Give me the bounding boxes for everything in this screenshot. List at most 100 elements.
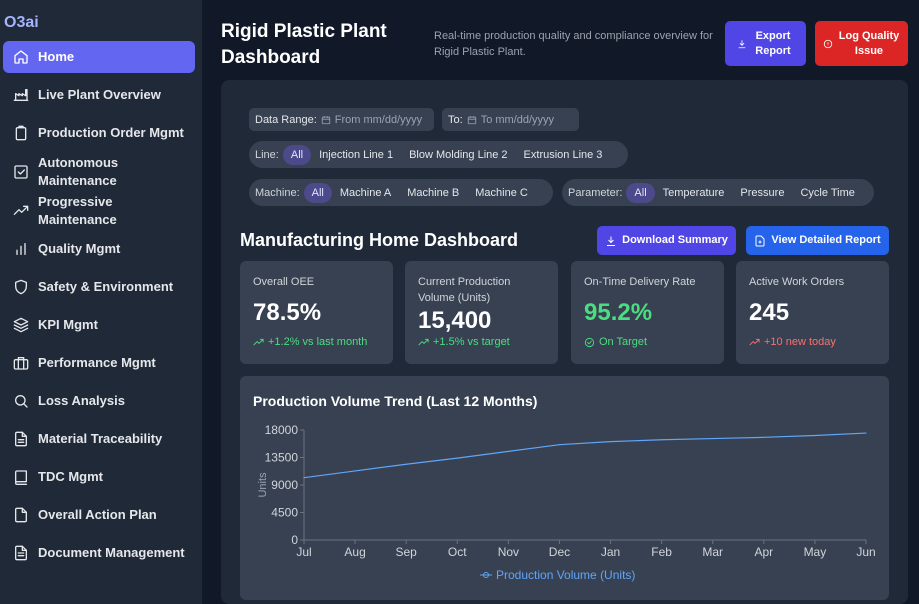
file-icon: [13, 507, 29, 523]
kpi-trend-text: +1.2% vs last month: [268, 336, 368, 348]
kpi-value: 15,400: [418, 307, 492, 334]
sidebar-item-label: TDC Mgmt: [38, 469, 103, 484]
production-volume-chart: 0 4500 9000 13500 18000 Jul Aug Sep Oct Nov Dec Jan…: [257, 423, 876, 582]
view-detailed-report-label: View Detailed Report: [771, 234, 881, 246]
download-icon: [607, 236, 616, 246]
kpi-card-on-time-delivery: On-Time Delivery Rate 95.2% On Target: [571, 261, 724, 364]
data-point: [405, 463, 407, 465]
trend-up-icon: [418, 338, 429, 345]
sidebar-item-production-order-mgmt[interactable]: Production Order Mgmt: [3, 114, 195, 152]
sidebar-item-label: KPI Mgmt: [38, 317, 98, 332]
view-detailed-report-button[interactable]: View Detailed Report: [746, 226, 889, 255]
date-to-field[interactable]: To: To mm/dd/yyyy: [442, 108, 579, 131]
line-option-extrusion-line-3[interactable]: Extrusion Line 3: [523, 148, 603, 161]
export-report-button[interactable]: Export Report: [725, 21, 806, 66]
data-point: [558, 444, 561, 446]
data-point: [354, 470, 356, 472]
dashboard-title: Manufacturing Home Dashboard: [240, 230, 519, 250]
kpi-trend: +1.5% vs target: [418, 336, 510, 348]
trend-up-icon: [749, 338, 760, 345]
machine-filter: Machine: All Machine A Machine B Machine…: [249, 179, 553, 206]
line-option-all[interactable]: All: [282, 144, 312, 165]
clipboard-icon: [13, 125, 29, 141]
data-point: [763, 436, 765, 438]
sidebar-nav: Home Live Plant Overview Production Orde…: [3, 41, 195, 572]
parameter-option-all[interactable]: All: [626, 182, 655, 203]
file-plus-icon: [755, 235, 765, 246]
sidebar-item-label: Home: [38, 49, 75, 64]
machine-option-a[interactable]: Machine A: [339, 186, 392, 199]
chart-title: Production Volume Trend (Last 12 Months): [253, 393, 538, 409]
data-point: [712, 437, 714, 440]
x-tick-label: Jun: [856, 545, 875, 559]
sidebar-item-label: Performance Mgmt: [38, 355, 156, 370]
sidebar-item-kpi-mgmt[interactable]: KPI Mgmt: [3, 306, 195, 344]
sidebar-item-progressive-maintenance[interactable]: Progressive Maintenance: [3, 192, 195, 230]
sidebar-item-label: Loss Analysis: [38, 393, 125, 408]
sidebar-item-loss-analysis[interactable]: Loss Analysis: [3, 382, 195, 420]
kpi-trend-text: +1.5% vs target: [433, 336, 510, 348]
line-option-blow-molding-line-2[interactable]: Blow Molding Line 2: [409, 148, 508, 161]
y-tick-label: 18000: [265, 423, 299, 437]
sidebar-item-live-plant-overview[interactable]: Live Plant Overview: [3, 76, 195, 114]
sidebar-item-tdc-mgmt[interactable]: TDC Mgmt: [3, 458, 195, 496]
layers-icon: [13, 317, 29, 333]
sidebar-item-autonomous-maintenance[interactable]: Autonomous Maintenance: [3, 152, 195, 192]
sidebar-item-quality-mgmt[interactable]: Quality Mgmt: [3, 230, 195, 268]
brand-logo[interactable]: O3ai: [4, 14, 39, 31]
data-point: [814, 434, 816, 437]
parameter-option-cycle-time[interactable]: Cycle Time: [800, 186, 855, 199]
kpi-card-production-volume: Current Production Volume (Units) 15,400…: [405, 261, 558, 364]
sidebar-item-label: Safety & Environment: [38, 279, 174, 294]
trend-icon: [13, 203, 29, 219]
machine-option-all[interactable]: All: [303, 182, 332, 203]
x-tick-label: Feb: [651, 545, 672, 559]
x-tick-label: Oct: [448, 545, 467, 559]
kpi-trend: +1.2% vs last month: [253, 336, 367, 348]
sidebar-item-performance-mgmt[interactable]: Performance Mgmt: [3, 344, 195, 382]
machine-filter-label: Machine:: [255, 186, 300, 199]
series-line: [303, 432, 867, 479]
data-point: [865, 432, 867, 434]
y-tick-label: 9000: [271, 478, 298, 492]
y-tick-label: 13500: [265, 451, 299, 465]
sidebar-item-overall-action-plan[interactable]: Overall Action Plan: [3, 496, 195, 534]
production-volume-chart-card: [240, 376, 889, 600]
parameter-filter: Parameter: All Temperature Pressure Cycl…: [562, 179, 874, 206]
date-to-label: To:: [448, 113, 463, 126]
kpi-label: On-Time Delivery Rate: [584, 276, 696, 288]
download-summary-button[interactable]: Download Summary: [597, 226, 736, 255]
legend-label: Production Volume (Units): [496, 568, 635, 582]
kpi-trend: +10 new today: [749, 336, 836, 348]
x-tick-label: Sep: [396, 545, 418, 559]
log-quality-issue-button[interactable]: Log Quality Issue: [815, 21, 908, 66]
sidebar-item-material-traceability[interactable]: Material Traceability: [3, 420, 195, 458]
parameter-option-pressure[interactable]: Pressure: [740, 186, 785, 199]
shield-icon: [13, 279, 29, 295]
kpi-value: 245: [749, 299, 790, 326]
parameter-filter-label: Parameter:: [568, 186, 623, 199]
machine-option-b[interactable]: Machine B: [407, 186, 460, 199]
data-point: [303, 477, 305, 479]
parameter-option-temperature[interactable]: Temperature: [662, 186, 725, 199]
factory-icon: [13, 87, 29, 103]
download-summary-label: Download Summary: [622, 234, 728, 246]
kpi-value: 95.2%: [584, 299, 653, 326]
export-report-label: Export Report: [755, 29, 791, 57]
line-filter: Line: All Injection Line 1 Blow Molding …: [249, 141, 628, 168]
machine-option-c[interactable]: Machine C: [475, 186, 528, 199]
page-subtitle: Real-time production quality and complia…: [434, 30, 713, 58]
date-from-field[interactable]: Data Range: From mm/dd/yyyy: [249, 108, 434, 131]
sidebar-item-label: Progressive Maintenance: [38, 194, 117, 227]
kpi-trend-text: On Target: [599, 336, 648, 348]
x-tick-label: Mar: [702, 545, 723, 559]
y-tick-label: 4500: [271, 506, 298, 520]
sidebar-item-home[interactable]: Home: [3, 41, 195, 73]
data-point: [609, 441, 612, 443]
sidebar-item-label: Document Management: [38, 545, 185, 560]
sidebar-item-safety-environment[interactable]: Safety & Environment: [3, 268, 195, 306]
sidebar-item-label: Production Order Mgmt: [38, 125, 184, 140]
line-option-injection-line-1[interactable]: Injection Line 1: [319, 148, 394, 161]
bar-chart-icon: [13, 241, 29, 257]
sidebar-item-document-management[interactable]: Document Management: [3, 534, 195, 572]
